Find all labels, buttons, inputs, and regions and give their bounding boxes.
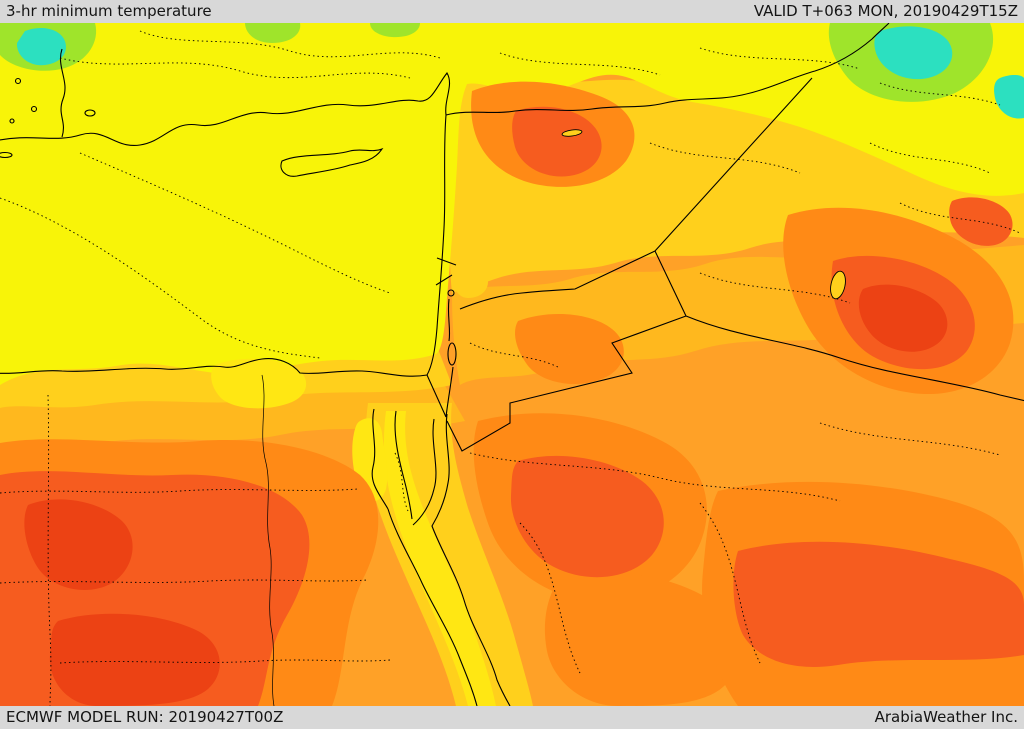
admin-boundaries-dotted	[0, 30, 1021, 706]
header-bar: 3-hr minimum temperature VALID T+063 MON…	[0, 0, 1024, 23]
dotted-boundary	[47, 394, 52, 706]
temp-region	[0, 23, 1024, 385]
temp-region	[16, 27, 66, 66]
coastline-gulf-of-aqaba-west	[412, 418, 437, 526]
island-aegean	[30, 105, 38, 113]
model-run-label: ECMWF MODEL RUN: 20190427T00Z	[6, 708, 284, 726]
map-title: 3-hr minimum temperature	[6, 2, 212, 20]
attribution-label: ArabiaWeather Inc.	[874, 708, 1018, 726]
lakes	[561, 129, 846, 300]
dotted-boundary	[469, 452, 841, 502]
temp-region	[512, 106, 602, 177]
temp-region	[370, 23, 420, 38]
temp-region	[544, 573, 740, 706]
temp-region	[452, 264, 489, 298]
dead-sea	[447, 342, 457, 366]
temp-region	[211, 358, 307, 409]
temp-region	[49, 613, 220, 706]
temp-layer-cyan	[16, 26, 1024, 119]
island-crete-tip	[0, 151, 13, 159]
river-jordan-valley	[447, 298, 451, 342]
temp-layer-red	[24, 284, 948, 706]
border-arava	[445, 366, 454, 418]
temp-region	[949, 197, 1013, 246]
coastline-mediterranean	[0, 72, 451, 377]
temp-region	[515, 314, 624, 385]
border-syria-iraq	[654, 77, 813, 252]
border-lebanon	[435, 257, 457, 286]
border-syria-jordan	[459, 250, 656, 310]
temp-layer-bright	[211, 358, 496, 706]
island-aegean	[9, 118, 15, 124]
coastline-red-sea-east	[431, 413, 511, 706]
coastline-west-anatolia	[60, 48, 66, 138]
dotted-boundary	[649, 142, 801, 174]
dotted-boundary	[869, 142, 991, 174]
dotted-boundary	[699, 272, 851, 304]
island-aegean	[14, 77, 22, 85]
dotted-boundary	[79, 152, 391, 294]
coastline-gulf-of-suez-west	[371, 408, 389, 510]
river-nile	[261, 374, 275, 706]
island-cyprus	[280, 147, 384, 177]
island-rhodes	[84, 109, 96, 117]
dotted-boundary	[59, 659, 391, 664]
temp-region	[994, 74, 1024, 119]
dotted-boundary	[0, 488, 359, 494]
temp-region	[24, 499, 133, 591]
border-turkey-syria-iraq	[445, 23, 890, 116]
borders-coastlines	[0, 23, 1024, 706]
temp-region	[510, 455, 664, 578]
temp-region	[245, 23, 301, 43]
border-iraq-saudi	[685, 315, 1024, 402]
lake-tharthar	[830, 270, 846, 300]
dotted-boundary	[59, 57, 411, 79]
border-israel-egypt	[426, 374, 447, 418]
temp-region	[383, 411, 496, 706]
border-jordan-iraq	[654, 250, 687, 317]
temperature-map-canvas	[0, 23, 1024, 706]
valid-time-label: VALID T+063 MON, 20190429T15Z	[753, 2, 1018, 20]
temp-region	[858, 284, 948, 352]
border-jordan-saudi	[446, 315, 687, 452]
temp-region	[874, 26, 953, 80]
coastline-gulf-of-suez-east	[394, 410, 413, 520]
temp-region	[733, 541, 1024, 667]
dotted-boundary	[469, 342, 561, 369]
temp-layer-yellow	[0, 23, 1024, 385]
dotted-boundary	[899, 202, 1021, 234]
footer-bar: ECMWF MODEL RUN: 20190427T00Z ArabiaWeat…	[0, 706, 1024, 729]
dotted-boundary	[394, 452, 409, 512]
coastline-red-sea-west	[387, 508, 478, 706]
sea-of-galilee	[447, 289, 455, 297]
dotted-boundary	[499, 52, 661, 76]
lake-assad	[561, 129, 583, 137]
dotted-boundary	[699, 47, 861, 70]
dotted-boundary	[879, 82, 1001, 106]
